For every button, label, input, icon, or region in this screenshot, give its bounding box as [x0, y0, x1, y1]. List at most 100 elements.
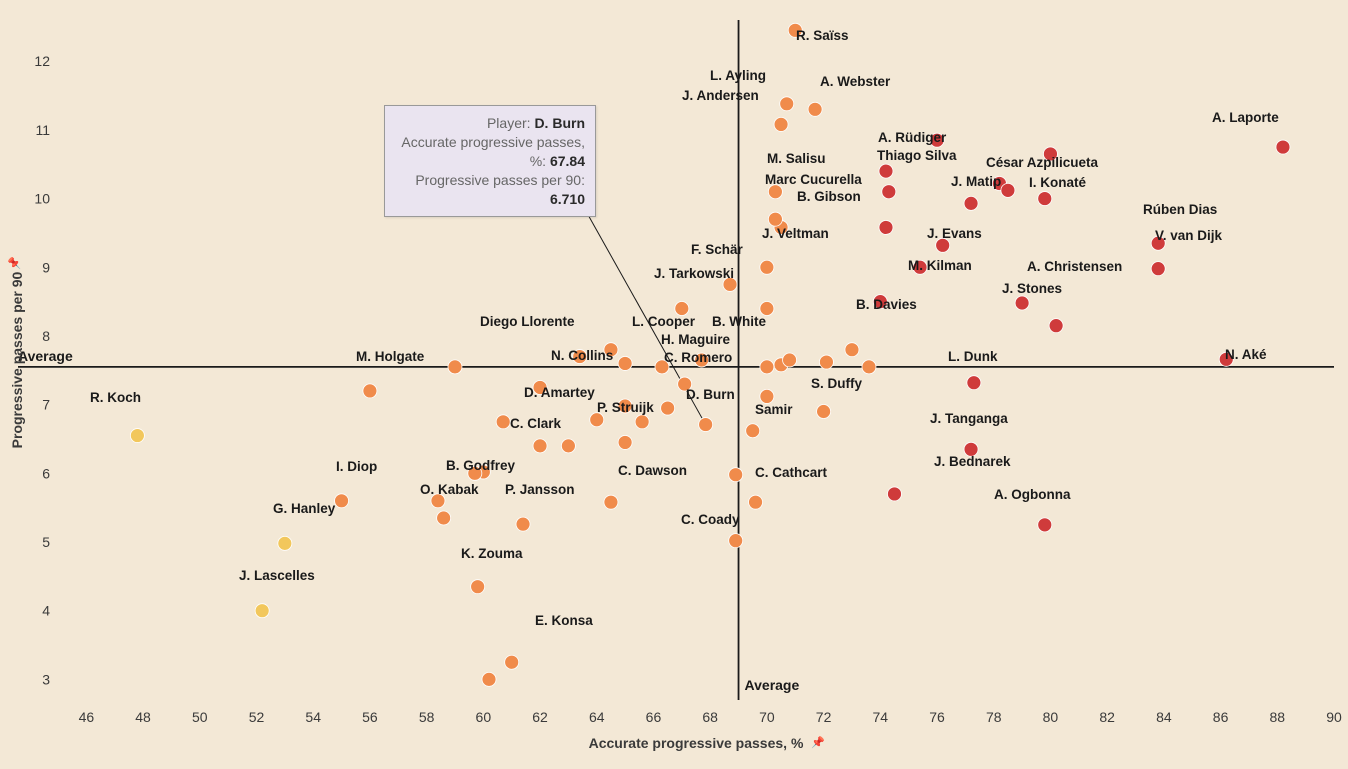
data-point[interactable] [496, 415, 510, 429]
x-tick-label: 68 [702, 709, 718, 725]
data-point[interactable] [278, 536, 292, 550]
data-point[interactable] [783, 353, 797, 367]
data-point[interactable] [618, 435, 632, 449]
data-point[interactable] [746, 424, 760, 438]
point-label: E. Konsa [535, 613, 593, 628]
data-point[interactable] [845, 343, 859, 357]
data-point[interactable] [887, 487, 901, 501]
point-label: S. Duffy [811, 376, 862, 391]
x-tick-label: 58 [419, 709, 435, 725]
data-point[interactable] [699, 418, 713, 432]
data-point[interactable] [768, 212, 782, 226]
x-tick-label: 82 [1099, 709, 1115, 725]
data-point[interactable] [819, 355, 833, 369]
point-label: C. Romero [664, 350, 732, 365]
data-point[interactable] [437, 511, 451, 525]
data-point[interactable] [635, 415, 649, 429]
data-point[interactable] [780, 97, 794, 111]
y-tick-label: 9 [42, 259, 50, 275]
point-label: L. Ayling [710, 68, 766, 83]
data-point[interactable] [817, 405, 831, 419]
y-average-label: Average [18, 348, 73, 364]
point-label: A. Laporte [1212, 110, 1279, 125]
x-tick-label: 64 [589, 709, 605, 725]
x-tick-label: 78 [986, 709, 1002, 725]
data-point[interactable] [482, 672, 496, 686]
data-point[interactable] [967, 376, 981, 390]
player-tooltip: Player: D. Burn Accurate progressive pas… [384, 105, 596, 217]
data-point[interactable] [448, 360, 462, 374]
point-label: A. Webster [820, 74, 891, 89]
x-tick-label: 60 [476, 709, 492, 725]
point-label: P. Jansson [505, 482, 575, 497]
data-point[interactable] [1038, 192, 1052, 206]
x-tick-label: 88 [1269, 709, 1285, 725]
data-point[interactable] [533, 439, 547, 453]
data-point[interactable] [964, 196, 978, 210]
x-tick-label: 70 [759, 709, 775, 725]
data-point[interactable] [1001, 183, 1015, 197]
data-point[interactable] [618, 356, 632, 370]
chart-svg: 4648505254565860626466687072747678808284… [0, 0, 1348, 769]
point-label: C. Clark [510, 416, 562, 431]
data-point[interactable] [471, 580, 485, 594]
data-point[interactable] [774, 117, 788, 131]
data-point[interactable] [363, 384, 377, 398]
data-point[interactable] [1049, 319, 1063, 333]
point-label: L. Cooper [632, 314, 696, 329]
point-label: N. Aké [1225, 347, 1267, 362]
data-point[interactable] [760, 360, 774, 374]
point-label: M. Holgate [356, 349, 425, 364]
data-point[interactable] [130, 429, 144, 443]
data-point[interactable] [1015, 296, 1029, 310]
data-point[interactable] [729, 468, 743, 482]
point-label: K. Zouma [461, 546, 523, 561]
y-tick-label: 12 [34, 53, 50, 69]
point-label: R. Koch [90, 390, 141, 405]
data-point[interactable] [335, 494, 349, 508]
data-point[interactable] [1038, 518, 1052, 532]
data-point[interactable] [729, 534, 743, 548]
point-label: J. Tanganga [930, 411, 1008, 426]
x-tick-label: 84 [1156, 709, 1172, 725]
point-label: J. Matip [951, 174, 1001, 189]
point-label: B. White [712, 314, 766, 329]
point-label: B. Godfrey [446, 458, 516, 473]
tooltip-y-key: Progressive passes per 90 [415, 172, 581, 188]
data-point[interactable] [561, 439, 575, 453]
data-point[interactable] [808, 102, 822, 116]
data-point[interactable] [516, 517, 530, 531]
data-point[interactable] [879, 220, 893, 234]
data-point[interactable] [604, 495, 618, 509]
data-point[interactable] [1276, 140, 1290, 154]
x-tick-label: 86 [1213, 709, 1229, 725]
data-point[interactable] [661, 401, 675, 415]
y-tick-label: 4 [42, 603, 50, 619]
data-point[interactable] [749, 495, 763, 509]
point-label: M. Kilman [908, 258, 972, 273]
y-tick-label: 6 [42, 465, 50, 481]
x-tick-label: 46 [79, 709, 95, 725]
y-axis-label: Progressive passes per 90 [9, 271, 25, 448]
point-label: A. Ogbonna [994, 487, 1071, 502]
data-point[interactable] [1151, 262, 1165, 276]
data-point[interactable] [255, 604, 269, 618]
data-point[interactable] [505, 655, 519, 669]
data-point[interactable] [862, 360, 876, 374]
x-tick-label: 48 [135, 709, 151, 725]
point-label: D. Amartey [524, 385, 595, 400]
point-label: C. Dawson [618, 463, 687, 478]
point-label: I. Diop [336, 459, 377, 474]
data-point[interactable] [879, 164, 893, 178]
data-point[interactable] [882, 185, 896, 199]
x-tick-label: 66 [646, 709, 662, 725]
point-label: J. Lascelles [239, 568, 315, 583]
data-point[interactable] [760, 260, 774, 274]
x-tick-label: 56 [362, 709, 378, 725]
tooltip-player-key: Player [487, 115, 527, 131]
point-label: N. Collins [551, 348, 613, 363]
point-label: P. Struijk [597, 400, 654, 415]
x-average-label: Average [745, 677, 800, 693]
y-tick-label: 10 [34, 191, 50, 207]
point-label: B. Davies [856, 297, 917, 312]
